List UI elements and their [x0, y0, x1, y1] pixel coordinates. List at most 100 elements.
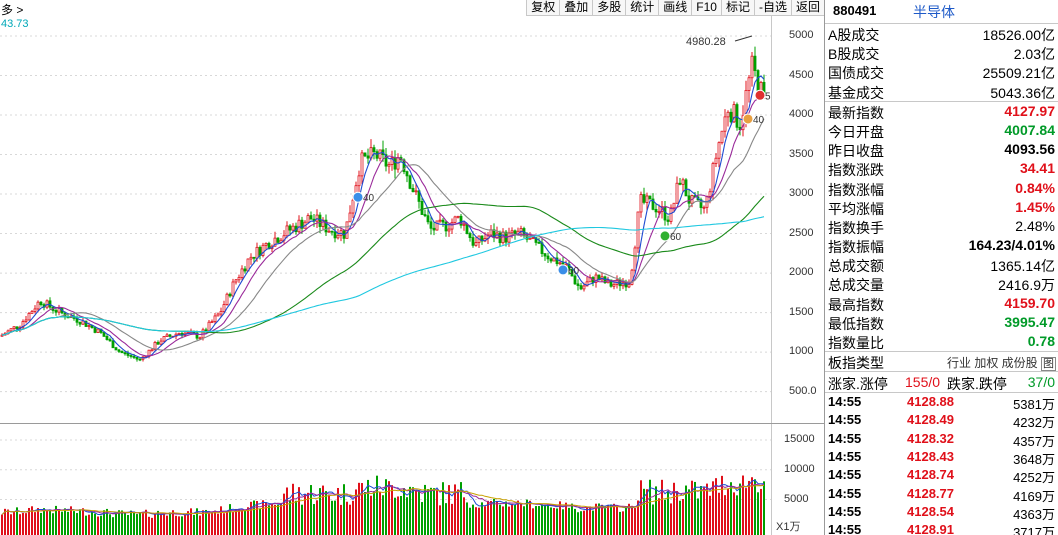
volume-bar [520, 503, 522, 535]
stat-label: 总成交量 [828, 277, 884, 294]
stat-row: 指数量比 0.78 [825, 332, 1058, 351]
candle-body [657, 210, 661, 213]
tick-row: 14:55 4128.77 4169万 [825, 485, 1058, 504]
volume-bar [598, 503, 600, 535]
volume-bar [454, 484, 456, 535]
volume-bar [574, 508, 576, 535]
candle-body [549, 258, 553, 262]
candle-body [363, 152, 367, 157]
volume-bar [448, 485, 450, 535]
volume-bar [595, 503, 597, 535]
candle-body [717, 142, 721, 159]
candle-body [300, 219, 304, 229]
volume-bar [421, 502, 423, 535]
stat-label: 总成交额 [828, 258, 884, 275]
candle-body [735, 104, 739, 128]
toolbar-button[interactable]: F10 [691, 0, 721, 16]
volume-bar [274, 504, 276, 535]
grid-icon[interactable]: 图 [1041, 357, 1056, 372]
toolbar-button[interactable]: -自选 [753, 0, 791, 16]
volume-bar [241, 510, 243, 535]
stat-value: 1.45% [1015, 198, 1055, 215]
stat-label: 昨日收盘 [828, 143, 884, 160]
candle-body [138, 358, 142, 361]
candle-body [423, 214, 427, 217]
price-tick-label: 3000 [789, 187, 814, 200]
stat-row: 最低指数 3995.47 [825, 313, 1058, 332]
volume-bar [592, 510, 594, 535]
toolbar-button[interactable]: 复权 [526, 0, 560, 16]
candle-body [708, 191, 712, 197]
signal-marker [742, 113, 754, 125]
volume-bar [181, 516, 183, 535]
volume-bar [304, 494, 306, 535]
volume-bar [694, 481, 696, 535]
candle-body [720, 130, 724, 144]
y-axis-separator [771, 16, 772, 535]
volume-bar [472, 504, 474, 535]
volume-bar [349, 504, 351, 535]
kline-chart-area[interactable]: 多 > 复权 叠加 多股 统计 画线 F10 标记 -自选 返回 43.73 4980.28 40… [0, 0, 824, 535]
tick-row: 14:55 4128.54 4363万 [825, 503, 1058, 522]
toolbar-button[interactable]: 统计 [625, 0, 659, 16]
toolbar-button[interactable]: 叠加 [559, 0, 593, 16]
chart-title[interactable]: 多 > [1, 3, 24, 17]
volume-bar [412, 487, 414, 535]
volume-bar [325, 491, 327, 535]
sector-tabs-text[interactable]: 行业 加权 成份股 [946, 356, 1038, 371]
candle-body [348, 212, 352, 223]
stat-value: 4007.84 [1004, 121, 1055, 138]
volume-bar [310, 485, 312, 535]
volume-tick-label: 5000 [784, 492, 809, 505]
toolbar-button[interactable]: 返回 [790, 0, 824, 16]
tick-time: 14:55 [828, 449, 862, 465]
stat-row: 总成交量 2416.9万 [825, 274, 1058, 293]
sector-type-tabs[interactable]: 行业 加权 成份股 图 [946, 354, 1056, 372]
stat-value: 3995.47 [1004, 313, 1055, 330]
volume-bar [406, 497, 408, 535]
stat-value: 2.48% [1015, 217, 1055, 234]
volume-bar [523, 506, 525, 535]
candle-body [45, 300, 49, 308]
volume-bar [610, 504, 612, 535]
kline-svg[interactable]: 4980.28 40 60 60 40 5 [0, 16, 771, 535]
volume-bar [577, 512, 579, 535]
tick-time: 14:55 [828, 412, 862, 428]
volume-bar [502, 506, 504, 535]
candle-body [30, 311, 34, 314]
candle-body [684, 179, 688, 197]
toolbar-button[interactable]: 标记 [720, 0, 754, 16]
volume-bar [211, 512, 213, 535]
tick-row: 14:55 4128.88 5381万 [825, 393, 1058, 412]
volume-bar [367, 479, 369, 535]
signal-marker [659, 230, 671, 242]
candle-body [297, 219, 301, 233]
toolbar-button[interactable]: 画线 [658, 0, 692, 16]
volume-bar [556, 508, 558, 535]
candle-body [126, 352, 130, 356]
index-name[interactable]: 半导体 [913, 4, 955, 20]
candle-body [633, 247, 637, 271]
ma120-line [1, 216, 765, 336]
candle-body [510, 230, 514, 234]
volume-bar [169, 512, 171, 535]
marker-label: 60 [670, 232, 682, 243]
volume-bar [229, 504, 231, 535]
volume-bar [1, 514, 3, 535]
volume-bar [385, 479, 387, 535]
toolbar-button[interactable]: 多股 [592, 0, 626, 16]
candle-body [537, 242, 541, 244]
volume-bar [148, 516, 150, 535]
candle-body [198, 337, 202, 340]
volume-bar [487, 500, 489, 535]
candle-body [528, 237, 532, 240]
candle-body [150, 349, 154, 352]
tick-list[interactable]: 14:55 4128.88 5381万 14:55 4128.49 4232万 14:55 4… [825, 393, 1058, 535]
volume-bar [4, 508, 6, 535]
volume-bar [373, 491, 375, 535]
candle-body [216, 313, 220, 317]
panel-header: 880491 半导体 [825, 0, 1058, 24]
volume-bar [217, 513, 219, 535]
candle-body [36, 301, 40, 310]
stat-row: 基金成交 5043.36亿 [825, 82, 1058, 101]
